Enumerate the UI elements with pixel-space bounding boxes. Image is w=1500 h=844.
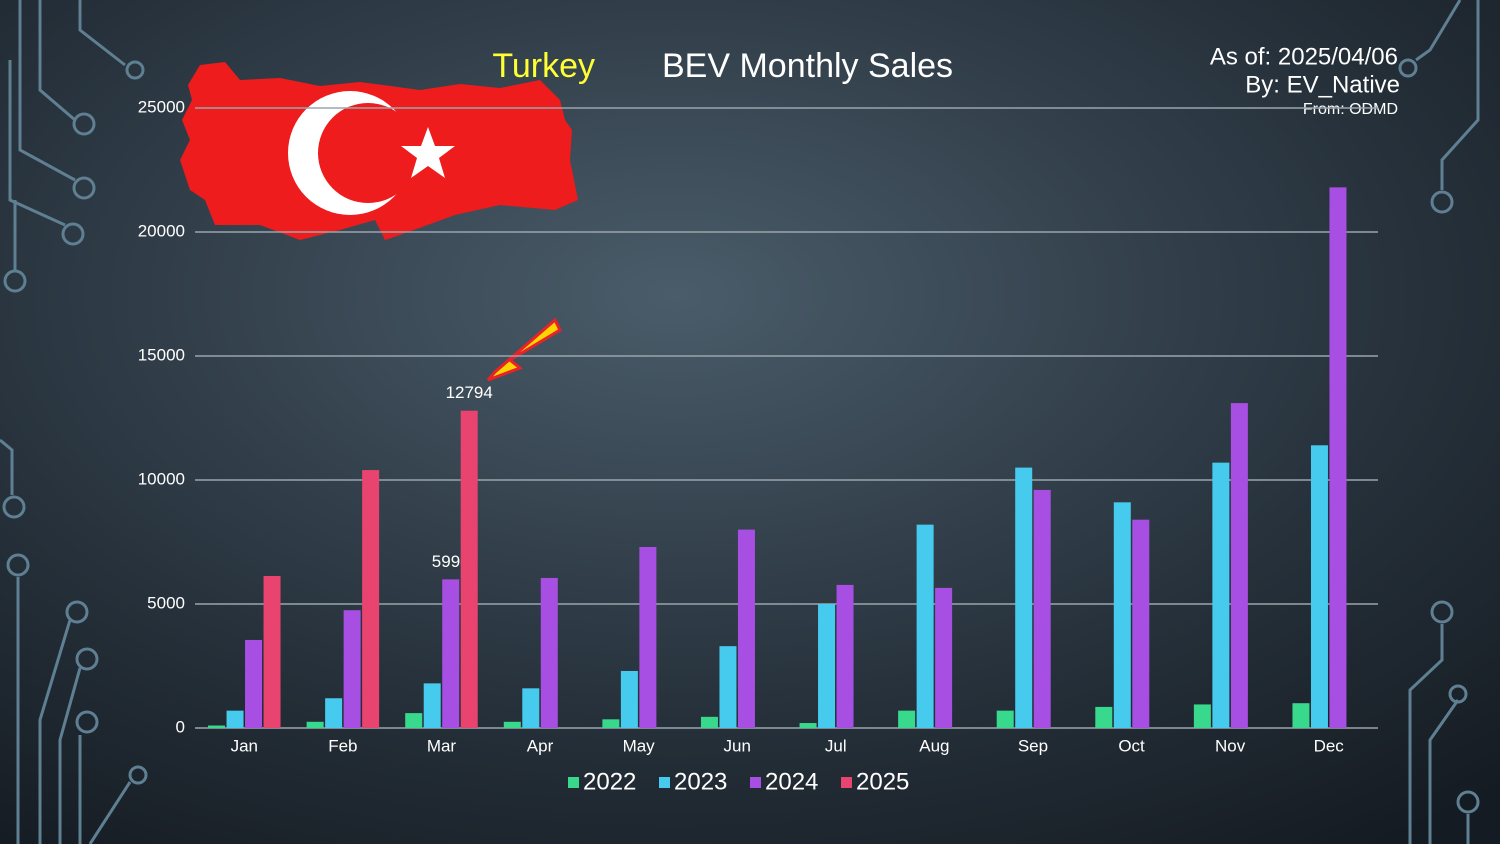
legend-swatch [841, 777, 852, 788]
data-label: 12794 [446, 383, 493, 402]
x-tick-label: Mar [427, 736, 457, 755]
y-tick-label: 15000 [138, 345, 185, 364]
bar [405, 713, 423, 728]
bar [818, 604, 836, 728]
x-tick-label: Aug [919, 736, 949, 755]
bar [540, 577, 558, 728]
y-tick-label: 0 [176, 717, 185, 736]
bar [1113, 502, 1131, 728]
legend-label: 2023 [674, 768, 727, 795]
legend-swatch [659, 777, 670, 788]
bar [1193, 704, 1211, 728]
bar [620, 670, 638, 728]
bar [306, 721, 324, 728]
bar [602, 719, 620, 728]
chart-title: BEV Monthly Sales [662, 47, 953, 85]
x-tick-label: Nov [1215, 736, 1246, 755]
bar [503, 721, 521, 728]
legend-label: 2025 [856, 768, 909, 795]
plot: 0 5000 10000 15000 20000 25000 Jan Feb Mar 5993 12… [138, 97, 1378, 795]
bar [442, 579, 460, 728]
info-source: From: ODMD [1303, 101, 1398, 118]
bar [1033, 489, 1051, 728]
arrow [486, 317, 562, 382]
bar [362, 470, 380, 728]
bar [460, 410, 478, 728]
bar [1015, 467, 1033, 728]
bar [639, 546, 657, 728]
y-tick-label: 10000 [138, 469, 185, 488]
legend-label: 2022 [583, 768, 636, 795]
bar [996, 710, 1014, 728]
bar [719, 646, 737, 728]
x-tick-label: May [623, 736, 656, 755]
bar [700, 716, 718, 728]
bar [1212, 462, 1230, 728]
x-tick-label: Sep [1018, 736, 1048, 755]
title-highlight: Turkey [492, 47, 595, 85]
bar [1132, 519, 1150, 728]
data-label: 5993 [432, 552, 470, 571]
bar [1230, 403, 1248, 728]
info-author: By: EV_Native [1245, 71, 1400, 98]
bar [799, 723, 817, 728]
x-tick-label: Jul [825, 736, 847, 755]
turkey-flag-map [180, 62, 578, 240]
x-tick-label: Feb [328, 736, 357, 755]
x-tick-label: Oct [1118, 736, 1145, 755]
bar [737, 529, 755, 728]
bar [423, 683, 441, 728]
y-tick-label: 5000 [147, 593, 185, 612]
bar [263, 575, 281, 728]
bar [1095, 706, 1113, 728]
y-tick-label: 20000 [138, 221, 185, 240]
bar [916, 524, 934, 728]
y-tick-label: 25000 [138, 97, 185, 116]
bar [898, 710, 916, 728]
bar [522, 688, 540, 728]
bar [1310, 445, 1328, 728]
legend-swatch [568, 777, 579, 788]
bar [325, 698, 343, 728]
x-tick-label: Jan [231, 736, 258, 755]
bar [226, 710, 244, 728]
bar [935, 587, 953, 728]
x-tick-label: Jun [723, 736, 750, 755]
bar [245, 639, 263, 728]
x-tick-label: Apr [527, 736, 554, 755]
bar [208, 725, 226, 728]
legend-label: 2024 [765, 768, 818, 795]
x-tick-label: Dec [1314, 736, 1345, 755]
legend-swatch [750, 777, 761, 788]
info-date: As of: 2025/04/06 [1210, 43, 1398, 70]
bar [1292, 703, 1310, 728]
bar [836, 584, 854, 728]
bar [1329, 187, 1347, 729]
bar [343, 610, 361, 728]
